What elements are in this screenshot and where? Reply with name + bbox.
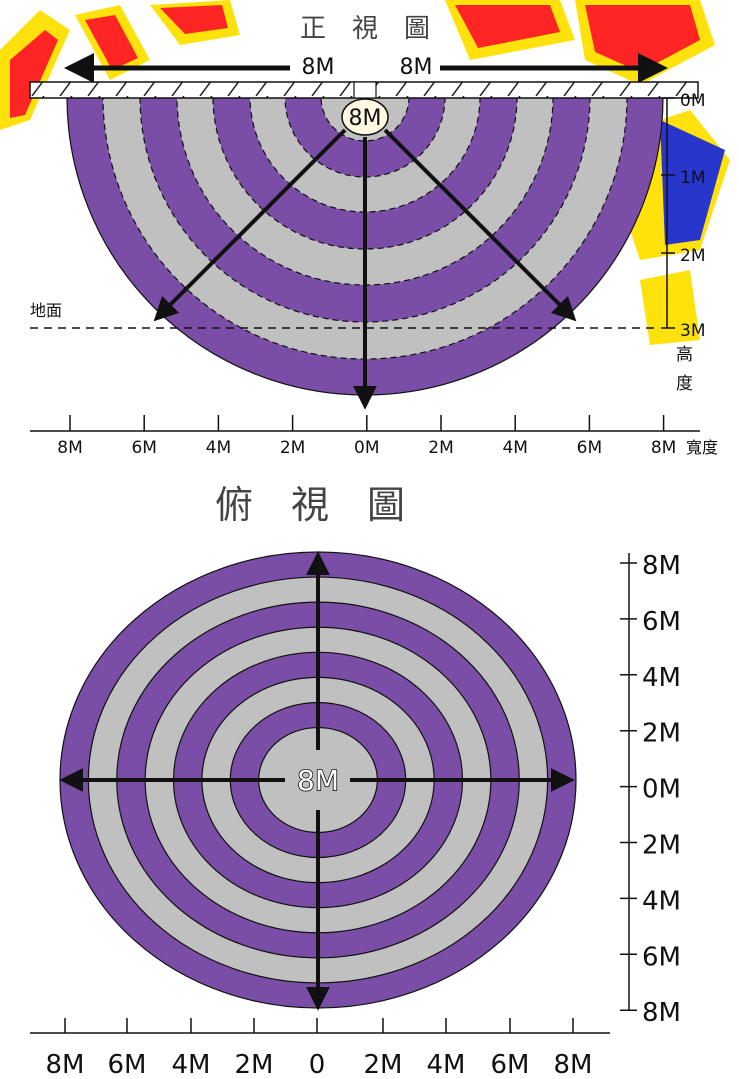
vertical-tick-label: 0M xyxy=(642,775,681,805)
width-tick-label: 2M xyxy=(280,438,305,458)
vertical-tick-label: 4M xyxy=(642,886,681,916)
vertical-tick-label: 8M xyxy=(642,998,681,1028)
height-axis-title-2: 度 xyxy=(676,374,693,394)
height-axis-title-1: 高 xyxy=(676,345,693,365)
width-axis-title: 寬度 xyxy=(686,438,718,457)
height-tick-label: 2M xyxy=(680,246,705,266)
height-tick-label: 3M xyxy=(680,321,705,341)
front-view-title: 正 視 圖 xyxy=(300,14,430,44)
span-right-label: 8M xyxy=(400,55,433,80)
vertical-tick-label: 6M xyxy=(642,607,681,637)
detect-arrow-left xyxy=(153,128,347,322)
span-left-label: 8M xyxy=(302,55,335,80)
sensor-mount xyxy=(353,81,377,99)
sensor-label: 8M xyxy=(349,106,382,131)
width-ticks: 8M 6M 4M 2M 0M 2M 4M 6M 8M xyxy=(57,415,676,458)
top-vertical-ticks: 8M 6M 4M 2M 0M 2M 4M 6M 8M xyxy=(620,551,681,1028)
vertical-tick-label: 8M xyxy=(642,551,681,581)
top-view: 俯 視 圖 8M 8M 6M 4M 2M 0M 2M 4M 6M 8M 8M 6M 4M 2M 0 2M 4… xyxy=(30,483,681,1079)
sensor-icon xyxy=(341,98,389,136)
horizontal-tick-label: 8M xyxy=(46,1050,85,1079)
horizontal-tick-label: 8M xyxy=(554,1050,593,1079)
vertical-tick-label: 4M xyxy=(642,663,681,693)
horizontal-tick-label: 0 xyxy=(309,1050,326,1079)
width-tick-label: 6M xyxy=(577,438,602,458)
top-view-title: 俯 視 圖 xyxy=(215,483,405,527)
top-coverage-rings xyxy=(59,551,577,1009)
horizontal-tick-label: 4M xyxy=(427,1050,466,1079)
top-center-label: 8M xyxy=(297,764,339,797)
width-tick-label: 8M xyxy=(57,438,82,458)
horizontal-tick-label: 2M xyxy=(235,1050,274,1079)
horizontal-tick-label: 6M xyxy=(491,1050,530,1079)
top-horizontal-ticks: 8M 6M 4M 2M 0 2M 4M 6M 8M xyxy=(46,1018,593,1079)
vertical-tick-label: 6M xyxy=(642,942,681,972)
horizontal-tick-label: 6M xyxy=(108,1050,147,1079)
horizontal-tick-label: 4M xyxy=(172,1050,211,1079)
watermark-logo xyxy=(0,0,730,345)
height-ticks: 0M 1M 2M 3M xyxy=(661,91,705,341)
width-tick-label: 4M xyxy=(502,438,527,458)
detect-arrow-right xyxy=(383,128,577,322)
ground-label: 地面 xyxy=(30,301,62,320)
width-tick-label: 4M xyxy=(206,438,231,458)
vertical-tick-label: 2M xyxy=(642,719,681,749)
width-tick-label: 2M xyxy=(428,438,453,458)
width-tick-label: 0M xyxy=(354,438,379,458)
horizontal-tick-label: 2M xyxy=(364,1050,403,1079)
height-tick-label: 1M xyxy=(680,168,705,188)
width-tick-label: 8M xyxy=(651,438,676,458)
vertical-tick-label: 2M xyxy=(642,831,681,861)
width-tick-label: 6M xyxy=(131,438,156,458)
height-tick-label: 0M xyxy=(680,91,705,111)
